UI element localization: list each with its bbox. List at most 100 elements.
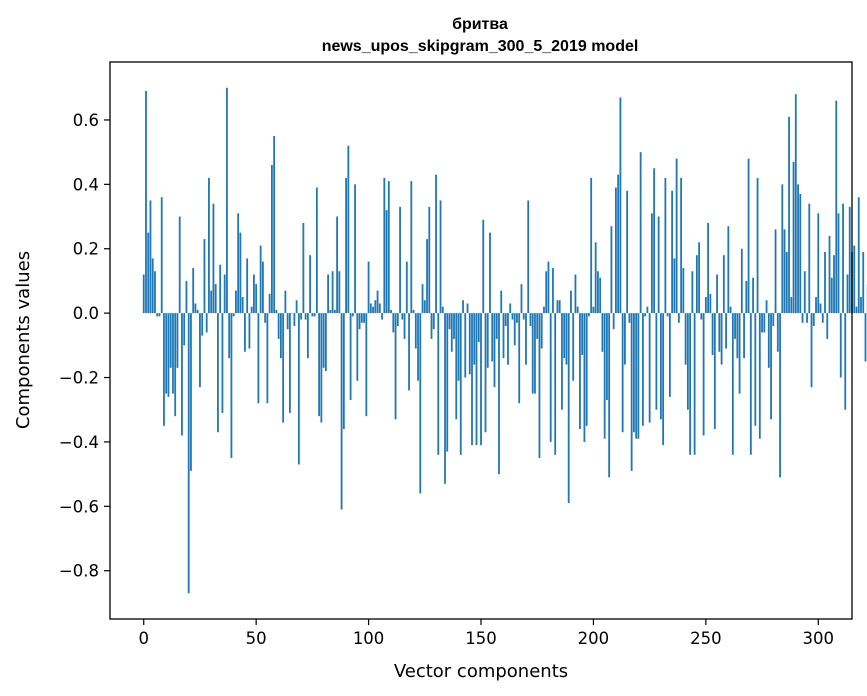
bar-188 [565,313,568,365]
bar-254 [713,313,716,430]
bar-158 [498,313,500,475]
bar-101 [369,303,372,314]
bar-42 [237,213,240,314]
bar-11 [167,313,170,397]
bar-0 [142,274,145,314]
bar-100 [367,261,370,314]
bar-5 [154,271,156,314]
bar-185 [558,300,561,314]
bar-192 [574,274,577,314]
x-tick-label: 100 [353,629,385,648]
bar-171 [527,200,530,314]
bar-45 [244,313,246,352]
bar-248 [700,313,703,320]
bar-197 [585,313,588,426]
y-tick-label: 0.6 [73,111,99,130]
bar-37 [226,87,228,314]
bar-230 [659,313,662,420]
bar-18 [183,313,186,346]
bar-194 [579,313,581,430]
bar-50 [255,284,258,314]
bar-319 [860,297,862,314]
bar-137 [450,313,453,352]
bar-106 [381,313,383,320]
bar-273 [756,177,759,314]
y-tick-label: −0.8 [59,562,99,581]
bar-267 [743,313,745,359]
bar-257 [720,313,723,365]
bar-244 [691,271,694,314]
bar-296 [808,203,811,314]
bar-87 [338,271,341,314]
bar-125 [423,300,426,314]
bar-95 [356,313,359,381]
bar-29 [208,177,210,314]
bar-12 [169,313,172,368]
bar-245 [693,313,696,455]
bar-36 [223,274,226,314]
bar-15 [176,313,179,368]
bar-286 [785,251,788,314]
bar-227 [653,168,656,314]
bar-3 [149,200,152,314]
bar-74 [309,255,312,314]
bar-272 [754,313,757,426]
bar-82 [327,274,329,314]
bar-148 [475,313,478,446]
bar-312 [844,313,847,410]
bar-43 [239,232,242,314]
bar-203 [599,277,602,314]
bar-62 [282,313,285,423]
bar-202 [597,271,599,314]
bar-35 [221,313,224,413]
bar-276 [763,313,766,333]
bar-110 [390,309,392,314]
y-axis-label: Components values [13,251,34,429]
bar-6 [156,313,159,317]
bar-301 [819,303,822,314]
bar-38 [228,313,231,359]
bar-83 [329,309,332,314]
bar-61 [279,313,282,359]
bar-231 [662,313,665,446]
bar-26 [201,313,204,336]
bar-159 [500,290,503,314]
bar-173 [531,313,534,394]
bar-14 [174,313,177,417]
bar-46 [246,258,249,314]
bar-235 [671,190,674,314]
bar-249 [702,313,705,436]
bar-164 [511,313,514,320]
bar-123 [419,313,422,494]
bar-72 [304,313,307,320]
bar-111 [392,313,395,333]
bar-102 [372,306,374,314]
bar-282 [776,313,779,352]
y-tick-label: 0.0 [73,304,99,323]
bar-129 [432,313,435,330]
bar-1 [145,90,147,314]
bar-49 [253,274,255,314]
bar-264 [736,313,739,359]
bar-265 [738,313,741,394]
bar-205 [603,313,606,439]
bar-234 [668,313,671,397]
bar-223 [644,313,647,317]
bar-113 [396,313,399,327]
bar-258 [722,255,725,314]
bar-57 [270,165,273,314]
bar-219 [635,313,638,439]
bar-217 [630,313,633,471]
bar-260 [727,226,730,314]
bar-269 [747,158,750,314]
bar-19 [185,280,188,314]
bar-75 [311,313,314,317]
bar-169 [522,313,525,320]
bar-253 [711,313,714,355]
bar-184 [556,300,559,314]
bar-69 [297,313,300,465]
bar-80 [322,313,325,368]
bar-112 [394,313,397,420]
bar-145 [468,313,471,375]
bar-309 [837,213,840,314]
